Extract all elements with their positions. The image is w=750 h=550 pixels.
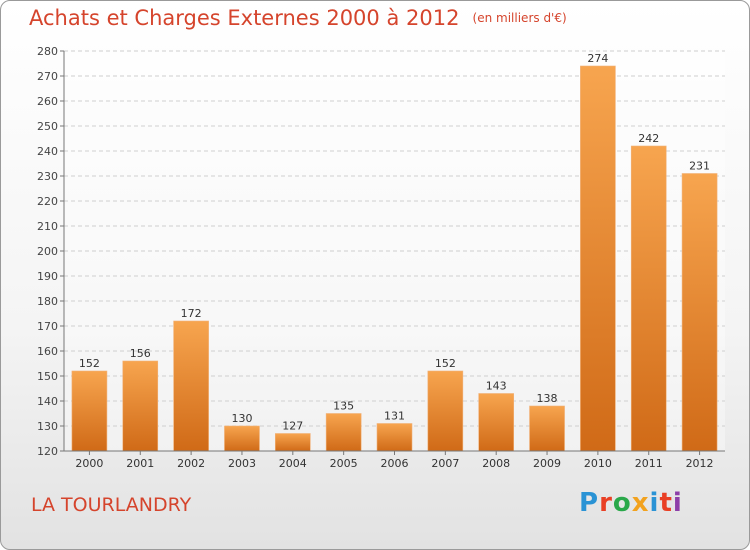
- x-tick-label-2010: 2010: [584, 457, 612, 470]
- x-tick-label-2001: 2001: [126, 457, 154, 470]
- x-tick-label-2012: 2012: [686, 457, 714, 470]
- value-label-2012: 231: [689, 160, 710, 173]
- value-label-2000: 152: [79, 357, 100, 370]
- value-label-2010: 274: [587, 52, 608, 65]
- bar-2008: [478, 393, 514, 452]
- y-tick-label: 130: [37, 420, 58, 433]
- x-tick-label-2007: 2007: [431, 457, 459, 470]
- bar-2005: [325, 413, 362, 452]
- y-tick-label: 270: [37, 70, 58, 83]
- bar-2004: [275, 433, 311, 452]
- grid-layer: [64, 50, 725, 452]
- bar-2001: [122, 360, 159, 452]
- commune-name: LA TOURLANDRY: [31, 494, 192, 516]
- bar-2009: [529, 405, 565, 452]
- bar-2003: [224, 425, 260, 452]
- value-label-2011: 242: [638, 132, 659, 145]
- value-label-2005: 135: [333, 400, 354, 413]
- y-tick-label: 160: [37, 345, 58, 358]
- x-tick-label-2006: 2006: [381, 457, 409, 470]
- logo-letter: x: [631, 488, 650, 518]
- labels-layer: 120 130 140 150 160 170 180 190 200 210 220 230 240 2…: [37, 45, 714, 470]
- x-tick-label-2003: 2003: [228, 457, 256, 470]
- value-label-2004: 127: [282, 420, 303, 433]
- y-tick-label: 220: [37, 195, 58, 208]
- logo-letter: t: [659, 488, 673, 518]
- y-tick-label: 210: [37, 220, 58, 233]
- bar-2007: [427, 370, 464, 452]
- bar-2012: [681, 173, 718, 452]
- x-tick-label-2000: 2000: [75, 457, 103, 470]
- y-tick-label: 120: [37, 445, 58, 458]
- bar-2000: [71, 370, 108, 452]
- y-tick-label: 140: [37, 395, 58, 408]
- y-tick-label: 200: [37, 245, 58, 258]
- chart-title: Achats et Charges Externes 2000 à 2012 (…: [29, 6, 567, 30]
- chart-unit: (en milliers d'€): [472, 11, 567, 25]
- value-label-2003: 130: [231, 412, 252, 425]
- value-label-2006: 131: [384, 410, 405, 423]
- x-tick-label-2011: 2011: [635, 457, 663, 470]
- bar-2010: [580, 65, 616, 452]
- y-tick-label: 150: [37, 370, 58, 383]
- axis-layer: [60, 50, 725, 455]
- x-tick-label-2005: 2005: [330, 457, 358, 470]
- value-label-2001: 156: [130, 347, 151, 360]
- y-tick-label: 250: [37, 120, 58, 133]
- logo-letter: P: [579, 488, 600, 518]
- value-label-2009: 138: [537, 392, 558, 405]
- y-tick-label: 260: [37, 95, 58, 108]
- y-tick-label: 230: [37, 170, 58, 183]
- y-tick-label: 170: [37, 320, 58, 333]
- x-tick-label-2004: 2004: [279, 457, 307, 470]
- logo-letter: r: [599, 488, 613, 518]
- value-label-2007: 152: [435, 357, 456, 370]
- value-label-2002: 172: [181, 307, 202, 320]
- y-tick-label: 280: [37, 45, 58, 58]
- y-tick-label: 180: [37, 295, 58, 308]
- proxiti-logo: Proxiti: [579, 488, 683, 518]
- x-tick-label-2002: 2002: [177, 457, 205, 470]
- logo-letter: i: [649, 488, 660, 518]
- value-label-2008: 143: [486, 380, 507, 393]
- chart-title-text: Achats et Charges Externes 2000 à 2012: [29, 6, 460, 30]
- logo-letter: i: [672, 488, 683, 518]
- x-tick-label-2009: 2009: [533, 457, 561, 470]
- bar-2002: [173, 320, 209, 452]
- logo-letter: o: [612, 488, 632, 518]
- x-tick-label-2008: 2008: [482, 457, 510, 470]
- bars-layer: [71, 65, 718, 452]
- y-tick-label: 190: [37, 270, 58, 283]
- y-tick-label: 240: [37, 145, 58, 158]
- bar-2011: [630, 145, 667, 452]
- bar-2006: [376, 423, 413, 452]
